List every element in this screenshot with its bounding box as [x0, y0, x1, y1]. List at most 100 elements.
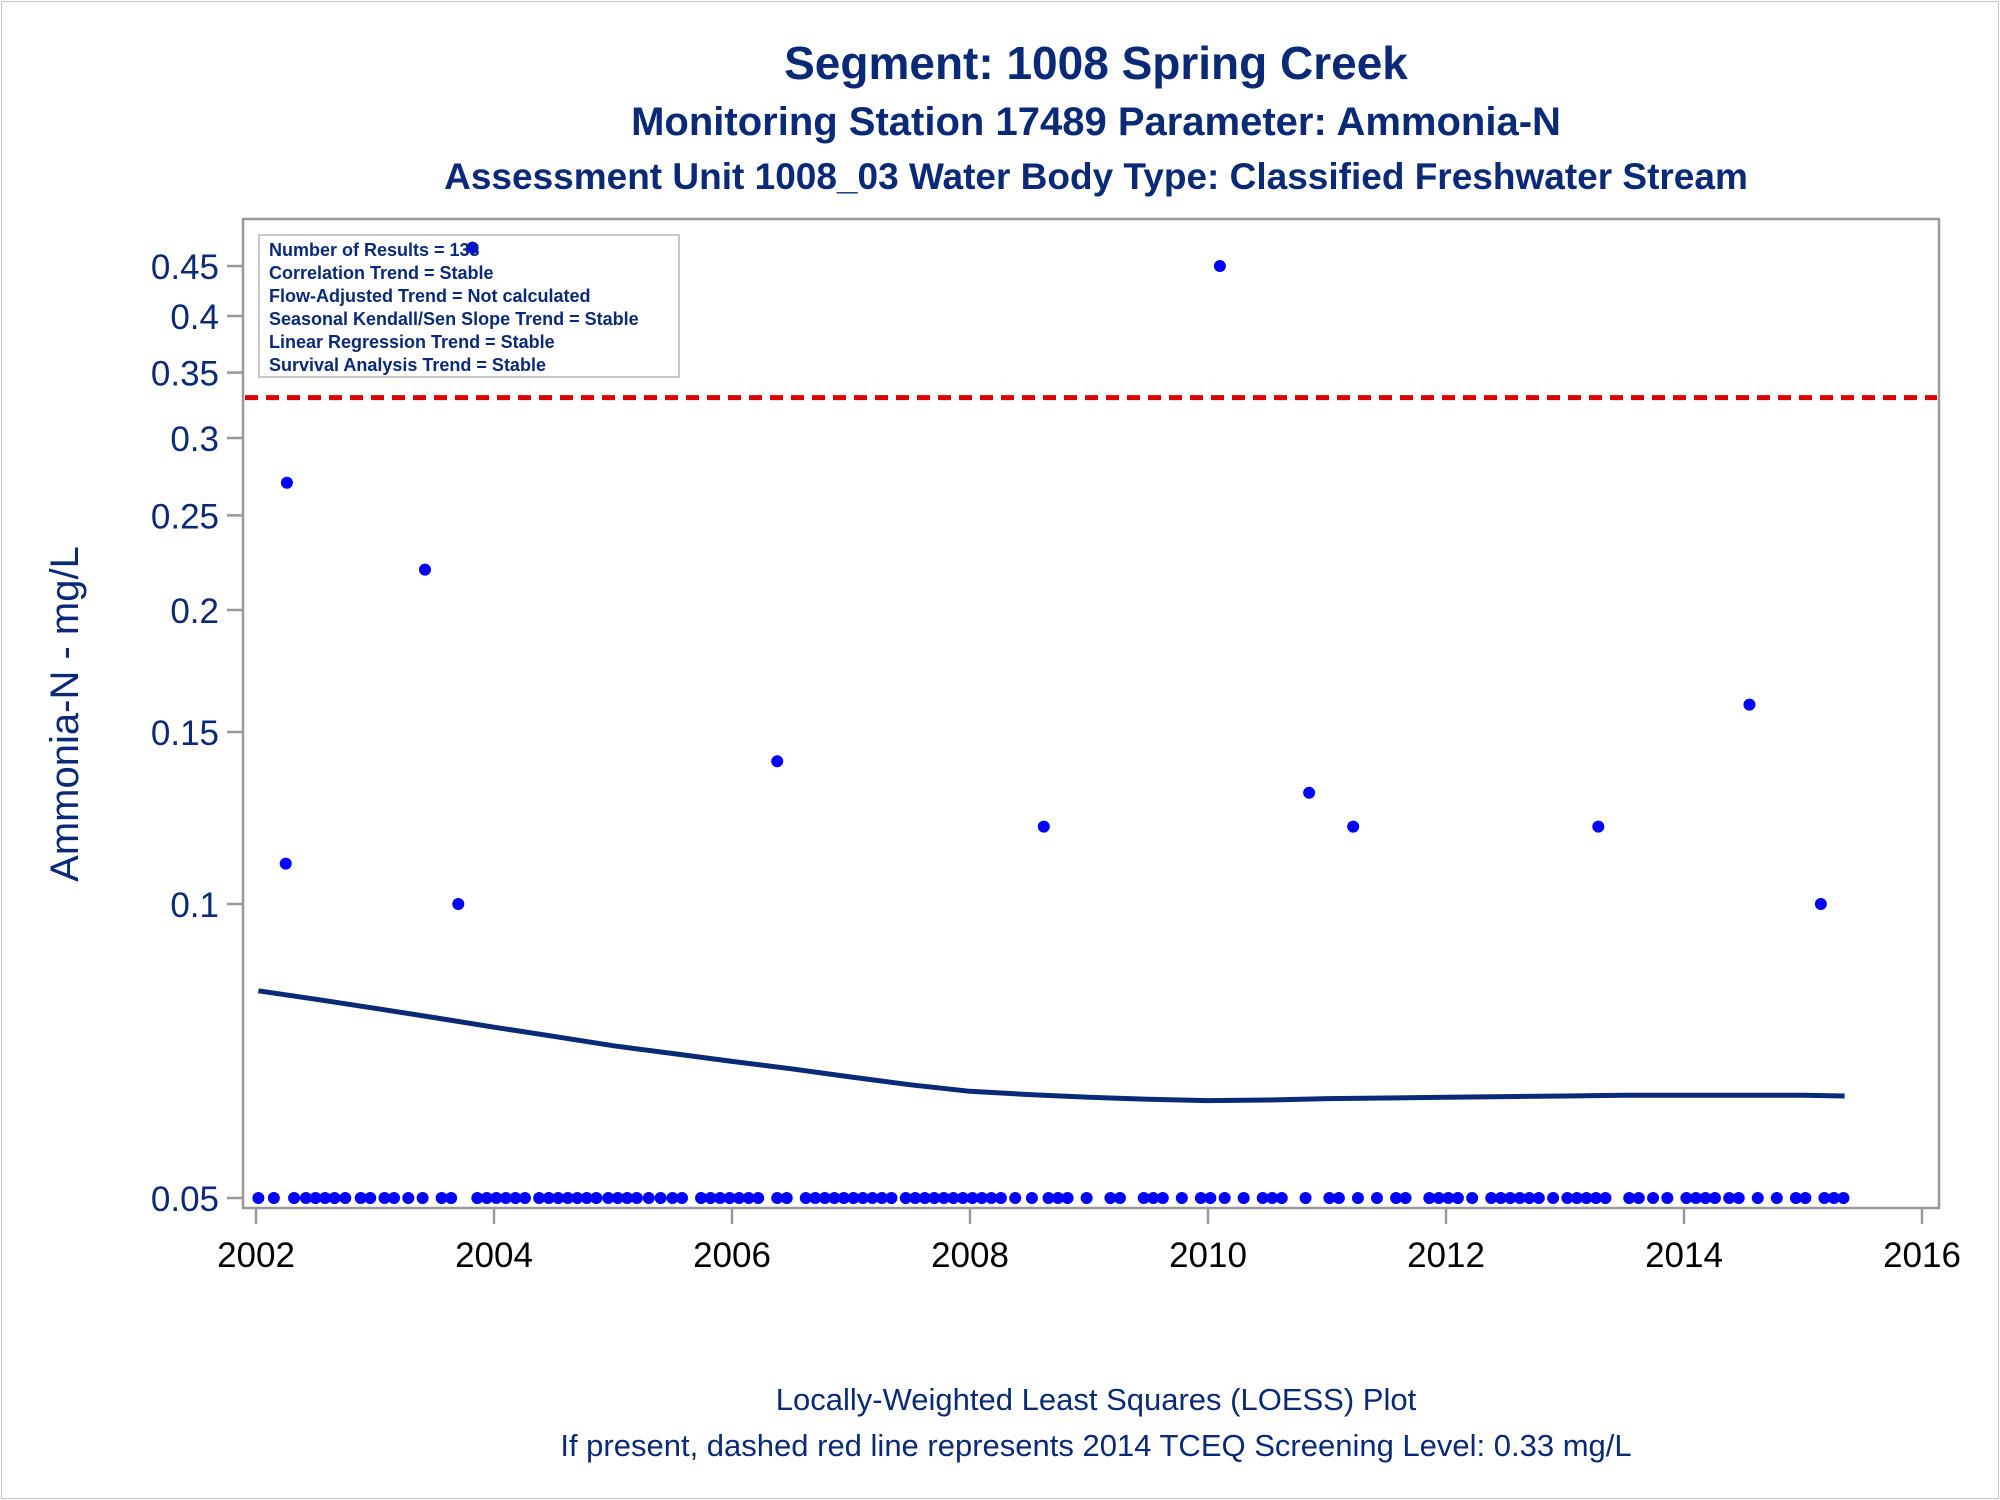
data-point-detection-limit — [542, 1192, 555, 1204]
footnote-screening-level: If present, dashed red line represents 2… — [560, 1428, 1632, 1463]
data-point-detection-limit — [509, 1192, 522, 1204]
data-point-detection-limit — [1466, 1192, 1479, 1204]
footnote-plot-type: Locally-Weighted Least Squares (LOESS) P… — [775, 1382, 1417, 1417]
y-axis-label: Ammonia-N - mg/L — [43, 546, 87, 882]
plot-area-frame — [241, 217, 1941, 1210]
data-point — [1347, 820, 1360, 833]
data-point-detection-limit — [1080, 1192, 1093, 1204]
data-point — [771, 755, 784, 768]
data-point-detection-limit — [1104, 1192, 1117, 1204]
data-point-detection-limit — [1680, 1192, 1693, 1204]
data-point-detection-limit — [1042, 1192, 1055, 1204]
x-tick-label: 2016 — [1883, 1236, 1961, 1275]
data-point-detection-limit — [561, 1192, 574, 1204]
data-point-detection-limit — [1570, 1192, 1583, 1204]
data-point-detection-limit — [695, 1192, 708, 1204]
data-point-detection-limit — [1299, 1192, 1312, 1204]
trend-summary-line: Survival Analysis Trend = Stable — [269, 355, 546, 375]
data-point-detection-limit — [552, 1192, 565, 1204]
data-point-detection-limit — [1113, 1192, 1126, 1204]
data-point-detection-limit — [499, 1192, 512, 1204]
data-point-detection-limit — [1061, 1192, 1074, 1204]
data-point-detection-limit — [1432, 1192, 1445, 1204]
trend-summary-line: Flow-Adjusted Trend = Not calculated — [269, 286, 591, 306]
data-point-detection-limit — [1494, 1192, 1507, 1204]
data-point-detection-limit — [402, 1192, 415, 1204]
data-point-detection-limit — [1275, 1192, 1288, 1204]
data-point — [1213, 260, 1226, 273]
data-point-detection-limit — [899, 1192, 912, 1204]
data-point-detection-limit — [937, 1192, 950, 1204]
data-point-detection-limit — [1390, 1192, 1403, 1204]
data-point-detection-limit — [1218, 1192, 1231, 1204]
data-point-detection-limit — [947, 1192, 960, 1204]
data-point — [280, 476, 293, 489]
loess-trend-line — [258, 988, 1845, 1104]
data-point-detection-limit — [1025, 1192, 1038, 1204]
data-point-detection-limit — [1147, 1192, 1160, 1204]
data-point-detection-limit — [1523, 1192, 1536, 1204]
y-tick-label: 0.25 — [151, 497, 219, 536]
y-tick-label: 0.4 — [170, 298, 219, 337]
data-point-detection-limit — [319, 1192, 332, 1204]
data-point-detection-limit — [518, 1192, 531, 1204]
data-point-detection-limit — [580, 1192, 593, 1204]
trend-summary-box: Number of Results = 133 Correlation Trend… — [258, 234, 680, 378]
data-point-detection-limit — [1266, 1192, 1279, 1204]
data-point-detection-limit — [1052, 1192, 1065, 1204]
data-point-detection-limit — [1399, 1192, 1412, 1204]
data-point-detection-limit — [1175, 1192, 1188, 1204]
data-point-detection-limit — [666, 1192, 679, 1204]
data-point-detection-limit — [1194, 1192, 1207, 1204]
data-point-detection-limit — [752, 1192, 765, 1204]
data-point-detection-limit — [1661, 1192, 1674, 1204]
trend-summary-line: Correlation Trend = Stable — [269, 263, 494, 283]
data-point — [1743, 698, 1756, 711]
y-axis: 0.05 0.1 0.15 0.2 0.25 0.3 0.35 0.4 0.45 — [151, 248, 243, 1219]
data-point-detection-limit — [1323, 1192, 1336, 1204]
data-point-detection-limit — [1547, 1192, 1560, 1204]
data-point-detection-limit — [1708, 1192, 1721, 1204]
data-point-detection-limit — [1647, 1192, 1660, 1204]
x-tick-label: 2004 — [455, 1236, 533, 1275]
data-point-detection-limit — [1485, 1192, 1498, 1204]
trend-summary-line: Linear Regression Trend = Stable — [269, 332, 555, 352]
data-point — [1303, 786, 1316, 799]
data-point-detection-limit — [642, 1192, 655, 1204]
x-tick-label: 2012 — [1407, 1236, 1485, 1275]
data-point-detection-limit — [918, 1192, 931, 1204]
data-point-detection-limit — [1137, 1192, 1150, 1204]
x-tick-label: 2010 — [1169, 1236, 1247, 1275]
data-point-detection-limit — [1513, 1192, 1526, 1204]
data-point-detection-limit — [975, 1192, 988, 1204]
x-tick-label: 2014 — [1645, 1236, 1723, 1275]
data-point-detection-limit — [571, 1192, 584, 1204]
data-point-detection-limit — [742, 1192, 755, 1204]
trend-summary-border — [258, 234, 680, 378]
data-point-detection-limit — [252, 1192, 265, 1204]
data-point-detection-limit — [1699, 1192, 1712, 1204]
data-point-detection-limit — [966, 1192, 979, 1204]
x-tick-label: 2008 — [931, 1236, 1009, 1275]
data-point-detection-limit — [1370, 1192, 1383, 1204]
data-point-detection-limit — [309, 1192, 322, 1204]
data-point — [279, 857, 292, 870]
data-point-detection-limit — [1732, 1192, 1745, 1204]
data-point-detection-limit — [480, 1192, 493, 1204]
data-point-detection-limit — [837, 1192, 850, 1204]
data-point-detection-limit — [1789, 1192, 1802, 1204]
data-point-detection-limit — [1837, 1192, 1850, 1204]
chart-subtitle-assessment-unit: Assessment Unit 1008_03 Water Body Type:… — [444, 156, 1748, 197]
data-point-detection-limit — [288, 1192, 301, 1204]
data-point-detection-limit — [780, 1192, 793, 1204]
y-tick-label: 0.3 — [170, 420, 219, 459]
chart-subtitle-station: Monitoring Station 17489 Parameter: Ammo… — [631, 100, 1561, 144]
data-point-detection-limit — [1599, 1192, 1612, 1204]
data-point-detection-limit — [590, 1192, 603, 1204]
data-point-detection-limit — [1827, 1192, 1840, 1204]
x-axis: 2002 2004 2006 2008 2010 2012 2014 2016 — [217, 1208, 1961, 1275]
y-tick-label: 0.35 — [151, 355, 219, 394]
data-point-detection-limit — [909, 1192, 922, 1204]
data-point-detection-limit — [364, 1192, 377, 1204]
y-tick-label: 0.15 — [151, 714, 219, 753]
